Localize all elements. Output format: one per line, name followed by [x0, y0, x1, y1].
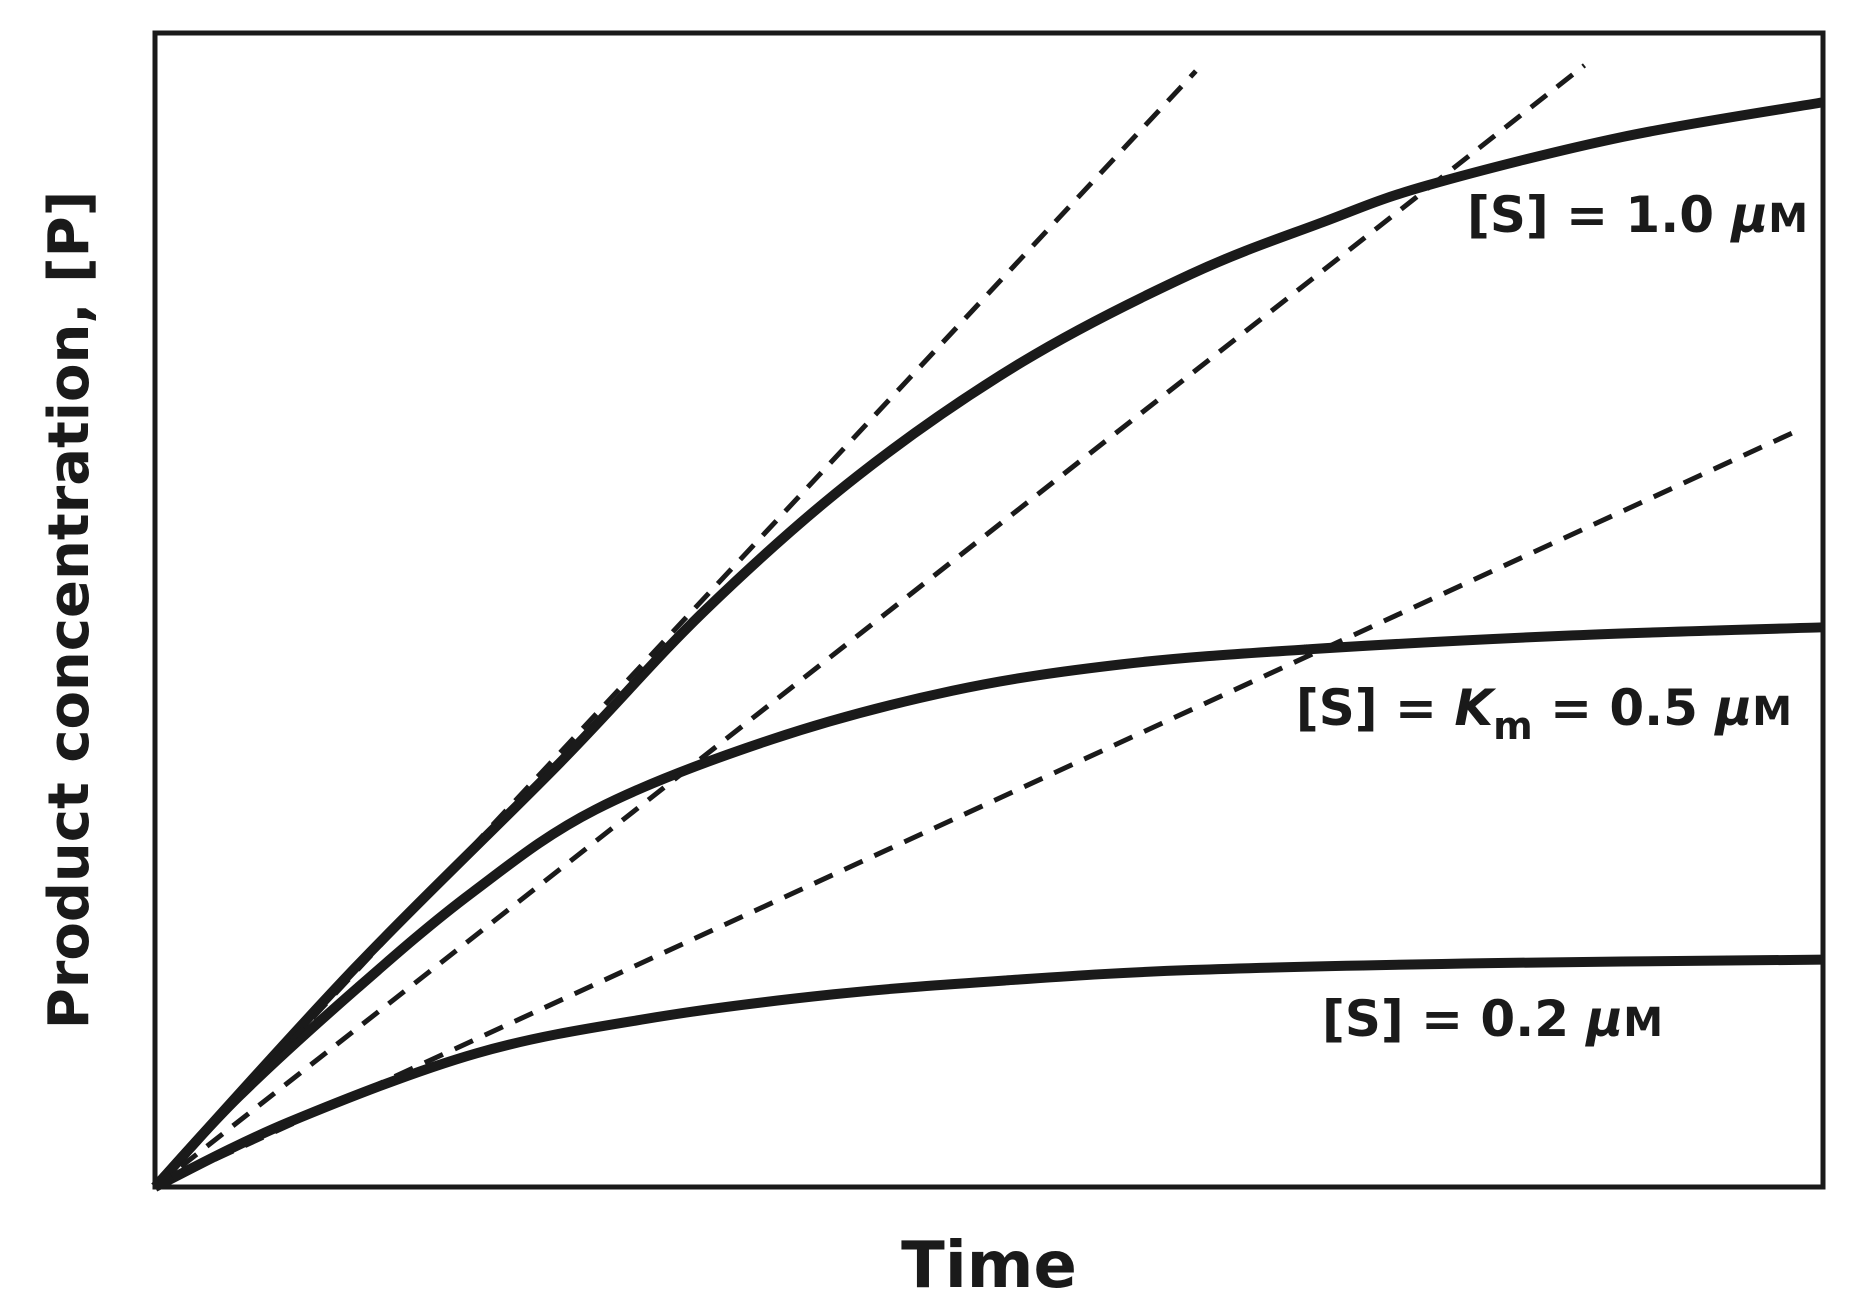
tangent-line-1 [153, 69, 1198, 1189]
annotation-s-1-0: [S] = 1.0 μM [1467, 186, 1808, 244]
annotation-s-km-0-5: [S] = Km = 0.5 μM [1296, 679, 1792, 748]
annotation-s-0-2: [S] = 0.2 μM [1322, 990, 1663, 1048]
tangent-line-2 [153, 63, 1587, 1189]
plot-frame [152, 30, 1826, 1190]
series-line-2 [151, 622, 1824, 1191]
x-axis-label: Time [901, 1229, 1077, 1300]
y-axis-label: Product concentration, [P] [37, 191, 102, 1030]
tangent-line-3 [153, 428, 1798, 1190]
